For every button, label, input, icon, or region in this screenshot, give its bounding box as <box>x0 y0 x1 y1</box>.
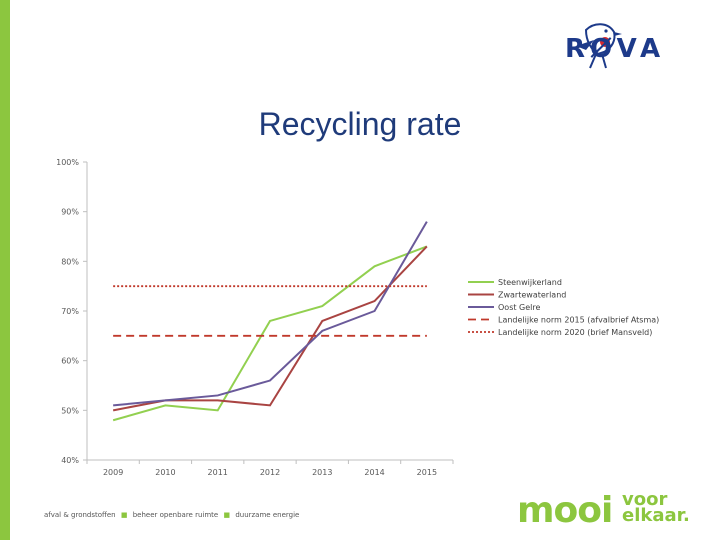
series-line <box>112 245 428 422</box>
footer-item: beheer openbare ruimte <box>132 511 219 519</box>
x-tick-label: 2013 <box>312 468 332 477</box>
x-tick-label: 2010 <box>155 468 175 477</box>
slogan-mooi: mooi <box>517 490 613 531</box>
rova-logo-text: RØVA <box>565 34 666 64</box>
y-tick-label: 60% <box>61 357 79 366</box>
chart-plot-area <box>112 221 428 422</box>
square-bullet-icon: ■ <box>120 511 128 519</box>
x-tick-label: 2009 <box>103 468 123 477</box>
x-tick-label: 2011 <box>208 468 228 477</box>
slide-title: Recycling rate <box>258 106 462 142</box>
y-tick-label: 80% <box>61 257 79 266</box>
footer-item: duurzame energie <box>235 511 300 519</box>
recycling-rate-line-chart: 40% 50% 60% 70% 80% 90% 100% 2009 2010 2011 2012 20… <box>56 158 659 477</box>
y-tick-label: 70% <box>61 307 79 316</box>
x-tick-label: 2014 <box>364 468 384 477</box>
slogan-elkaar: elkaar. <box>622 505 690 526</box>
legend-label: Landelijke norm 2020 (brief Mansveld) <box>498 328 652 337</box>
x-tick-label: 2015 <box>417 468 437 477</box>
legend-label: Landelijke norm 2015 (afvalbrief Atsma) <box>498 316 659 325</box>
footer-tagline: afval & grondstoffen ■ beheer openbare r… <box>44 511 299 519</box>
left-accent-bar <box>0 0 10 540</box>
series-line <box>113 221 428 407</box>
chart-axes: 40% 50% 60% 70% 80% 90% 100% 2009 2010 2011 2012 20… <box>56 158 454 477</box>
chart-legend: Steenwijkerland Zwartewaterland Oost Gelre… <box>468 278 659 337</box>
legend-label: Steenwijkerland <box>498 278 562 287</box>
y-tick-label: 40% <box>61 456 79 465</box>
rova-bird-icon <box>576 23 622 69</box>
square-bullet-icon: ■ <box>223 511 231 519</box>
footer-item: afval & grondstoffen <box>44 511 116 519</box>
y-tick-label: 90% <box>61 208 79 217</box>
legend-label: Zwartewaterland <box>498 291 566 300</box>
slogan-voor: voor <box>622 489 668 510</box>
y-tick-label: 50% <box>61 406 79 415</box>
y-tick-label: 100% <box>56 158 79 167</box>
legend-label: Oost Gelre <box>498 303 540 312</box>
series-line <box>112 245 428 412</box>
x-tick-label: 2012 <box>260 468 280 477</box>
